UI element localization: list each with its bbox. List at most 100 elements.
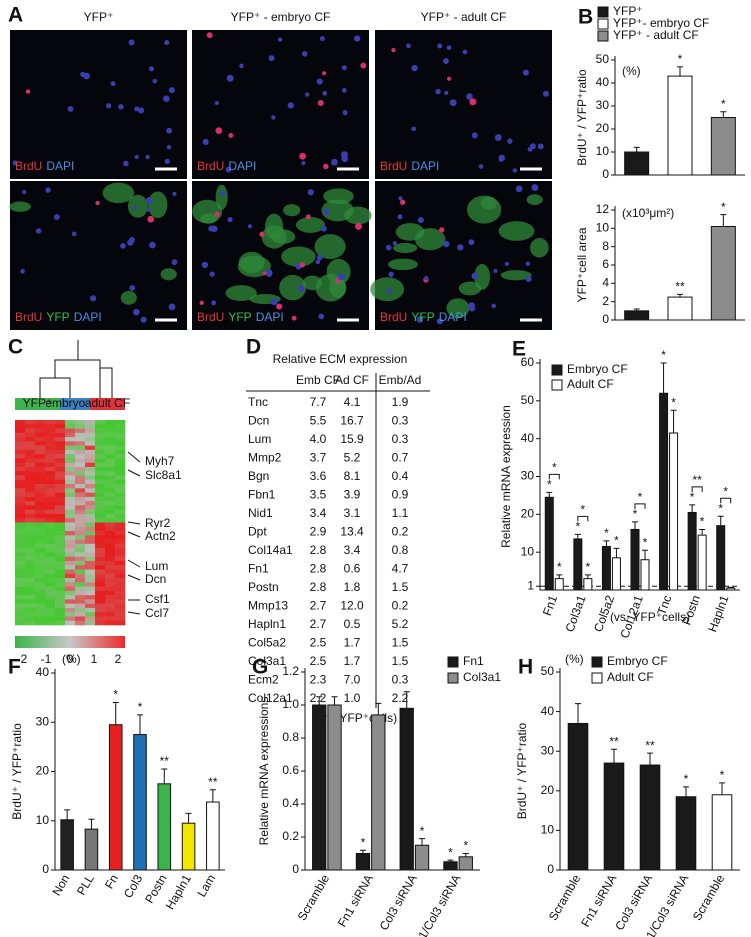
nucleus bbox=[220, 190, 226, 197]
cell bbox=[498, 221, 535, 241]
heatmap-cell bbox=[95, 569, 106, 575]
heatmap-cell bbox=[35, 488, 46, 493]
cell bbox=[215, 184, 228, 210]
heatmap-cell bbox=[95, 454, 106, 459]
heatmap-cell bbox=[95, 612, 106, 617]
y-tick-label: 0.4 bbox=[282, 796, 299, 810]
heatmap-cell bbox=[25, 505, 36, 510]
cell bbox=[148, 191, 168, 219]
heatmap-cell bbox=[85, 496, 96, 502]
heatmap-cell bbox=[115, 548, 126, 553]
heatmap-cell bbox=[15, 595, 26, 600]
legend-label: YFP⁺- embryo CF bbox=[613, 16, 709, 30]
heatmap-cell bbox=[65, 569, 76, 575]
nucleus bbox=[525, 276, 532, 283]
heatmap-cell bbox=[65, 513, 76, 519]
heatmap-cell bbox=[15, 458, 26, 464]
heatmap-cell bbox=[65, 475, 76, 481]
heatmap-cell bbox=[35, 582, 46, 587]
cell bbox=[200, 213, 218, 224]
x-tick-label: Lam bbox=[194, 872, 218, 899]
nucleus bbox=[299, 152, 306, 160]
colorbar-tick-label: 0 bbox=[67, 652, 74, 666]
nucleus bbox=[323, 163, 329, 170]
y-tick-label: 50 bbox=[541, 664, 555, 678]
legend-swatch bbox=[551, 364, 563, 376]
heatmap-cell bbox=[105, 432, 116, 438]
unit-label: (%) bbox=[622, 64, 641, 78]
heatmap-cell bbox=[55, 586, 66, 592]
heatmap-cell bbox=[85, 420, 96, 425]
table-cell: 0.8 bbox=[392, 543, 409, 557]
heatmap-cell bbox=[45, 578, 56, 583]
heatmap-cell bbox=[75, 501, 86, 506]
nucleus bbox=[435, 88, 441, 95]
heatmap-cell bbox=[115, 518, 126, 523]
bar bbox=[133, 734, 147, 871]
table-cell: Ecm2 bbox=[248, 673, 279, 687]
heatmap-cell bbox=[15, 424, 26, 429]
heatmap-cell bbox=[95, 573, 106, 579]
heatmap-cell bbox=[65, 462, 76, 468]
gene-label: Actn2 bbox=[145, 529, 176, 543]
heatmap-cell bbox=[115, 612, 126, 617]
cell bbox=[370, 277, 405, 302]
panel-label: F bbox=[8, 656, 21, 679]
nucleus bbox=[525, 261, 531, 266]
error-bar bbox=[584, 574, 591, 579]
nucleus bbox=[25, 89, 31, 94]
heatmap-cell bbox=[35, 522, 46, 528]
nucleus bbox=[491, 303, 496, 309]
heatmap-cell bbox=[15, 522, 26, 528]
heatmap-cell bbox=[85, 578, 96, 583]
heatmap-cell bbox=[65, 573, 76, 579]
heatmap-cell bbox=[35, 531, 46, 536]
cell bbox=[281, 246, 316, 267]
heatmap-cell bbox=[45, 582, 56, 587]
nucleus bbox=[166, 127, 173, 134]
heatmap-cell bbox=[95, 560, 106, 566]
heatmap-cell bbox=[65, 458, 76, 464]
heatmap-cell bbox=[45, 518, 56, 523]
panel-label: A bbox=[8, 4, 23, 27]
heatmap-cell bbox=[75, 441, 86, 446]
y-tick-label: 20 bbox=[36, 764, 50, 778]
heatmap-cell bbox=[105, 424, 116, 429]
y-tick-label: 20 bbox=[521, 507, 535, 521]
heatmap-cell bbox=[45, 522, 56, 528]
heatmap-cell bbox=[45, 573, 56, 579]
heatmap-cell bbox=[15, 578, 26, 583]
heatmap-cell bbox=[35, 552, 46, 557]
table-cell: Nid1 bbox=[248, 506, 273, 520]
y-axis-label: Relative mRNA expressions bbox=[257, 697, 271, 846]
nucleus bbox=[239, 63, 244, 69]
bar bbox=[603, 762, 625, 871]
nucleus bbox=[457, 244, 464, 251]
heatmap-cell bbox=[75, 428, 86, 434]
nucleus bbox=[386, 288, 392, 294]
heatmap-cell bbox=[75, 522, 86, 528]
nucleus bbox=[276, 303, 283, 310]
heatmap-cell bbox=[45, 590, 56, 596]
panel-label: E bbox=[512, 338, 526, 361]
table-cell: 2.7 bbox=[310, 617, 327, 631]
heatmap-cell bbox=[55, 445, 66, 451]
heatmap-cell bbox=[65, 552, 76, 557]
stain-name: BrdU bbox=[197, 310, 224, 324]
nucleus bbox=[504, 261, 509, 266]
heatmap-cell bbox=[95, 607, 106, 613]
heatmap-cell bbox=[85, 569, 96, 575]
heatmap-cell bbox=[95, 531, 106, 536]
heatmap-cell bbox=[15, 513, 26, 519]
heatmap-cell bbox=[115, 582, 126, 587]
heatmap-cell bbox=[85, 599, 96, 604]
group-label: adult CF bbox=[85, 396, 130, 410]
significance-bracket bbox=[634, 503, 646, 509]
cell bbox=[458, 281, 482, 296]
heatmap-cell bbox=[75, 539, 86, 545]
legend-label: Adult CF bbox=[607, 670, 654, 684]
table-cell: 0.2 bbox=[392, 599, 409, 613]
nucleus bbox=[67, 105, 74, 112]
bar bbox=[567, 722, 589, 871]
